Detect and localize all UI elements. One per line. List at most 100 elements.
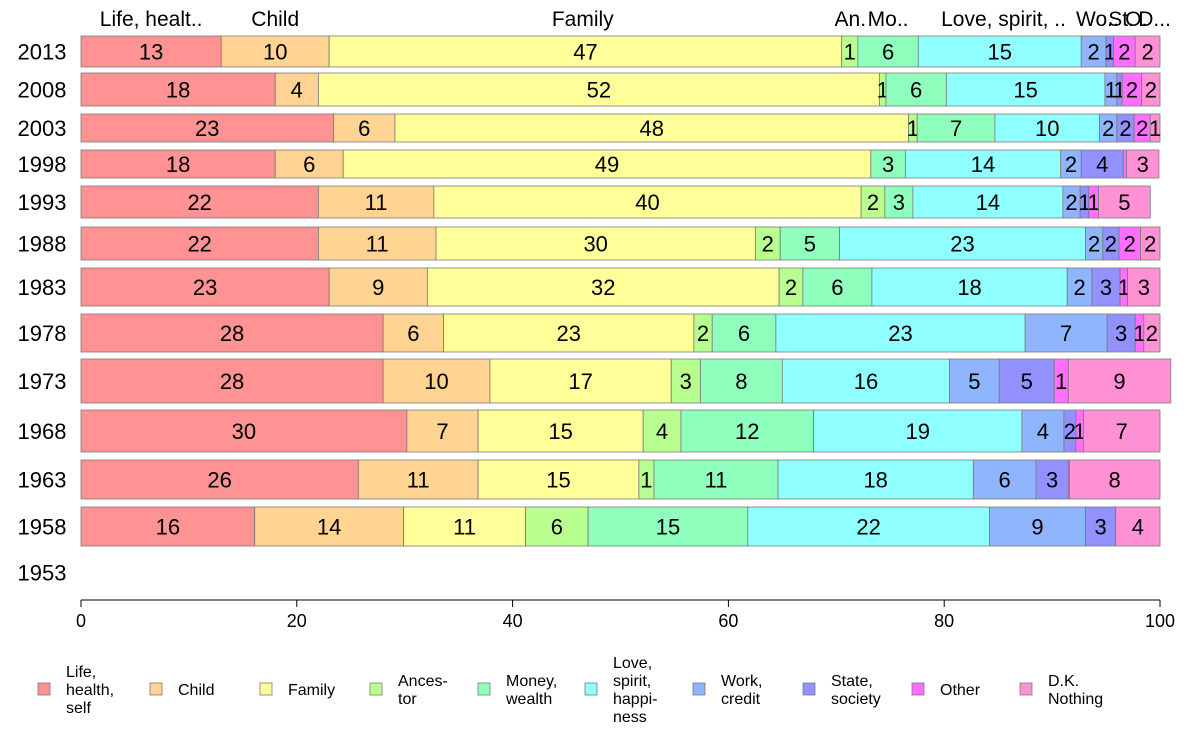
bar-segment bbox=[403, 506, 526, 547]
legend-label: State, bbox=[831, 673, 873, 690]
bar-value-label: 28 bbox=[220, 369, 244, 394]
bar-segment bbox=[394, 113, 909, 143]
bar-segment bbox=[904, 149, 1062, 179]
bar-segment bbox=[333, 113, 396, 143]
x-axis: 0 20 40 60 80 100 bbox=[76, 599, 1175, 631]
bar-value-label: 18 bbox=[957, 275, 981, 300]
bar-value-label: 6 bbox=[303, 152, 315, 177]
x-tick-label: 0 bbox=[76, 611, 86, 631]
bar-value-label: 5 bbox=[804, 232, 816, 257]
bar-segment bbox=[80, 506, 256, 547]
legend-swatch bbox=[911, 682, 925, 696]
bar-value-label: 12 bbox=[735, 419, 759, 444]
bar-value-label: 2 bbox=[1105, 232, 1117, 257]
bar-value-label: 3 bbox=[1138, 275, 1150, 300]
bar-value-label: 52 bbox=[587, 78, 611, 103]
bar-value-label: 1 bbox=[1118, 275, 1130, 300]
x-tick-label: 80 bbox=[934, 611, 954, 631]
legend-label: Other bbox=[940, 682, 981, 699]
bar-value-label: 2 bbox=[1144, 232, 1156, 257]
bar-value-label: 9 bbox=[1031, 515, 1043, 540]
year-label: 1968 bbox=[18, 419, 67, 444]
bar-value-label: 1 bbox=[1073, 419, 1085, 444]
bar-value-label: 1 bbox=[844, 40, 856, 65]
bar-value-label: 19 bbox=[906, 419, 930, 444]
top-category-label: O. bbox=[1125, 8, 1147, 31]
bar-segment bbox=[1080, 35, 1107, 68]
bar-segment bbox=[1149, 113, 1161, 143]
bar-value-label: 11 bbox=[366, 232, 389, 257]
legend-label: wealth bbox=[505, 691, 552, 708]
bar-segment bbox=[916, 113, 996, 143]
year-label: 2003 bbox=[18, 116, 67, 141]
year-label: 1983 bbox=[18, 275, 67, 300]
bar-value-label: 6 bbox=[882, 40, 894, 65]
bar-segment bbox=[435, 226, 756, 261]
bar-segment bbox=[80, 267, 330, 307]
bar-value-label: 23 bbox=[193, 275, 217, 300]
bar-segment bbox=[1106, 313, 1136, 353]
bar-segment bbox=[1035, 459, 1069, 500]
bar-value-label: 22 bbox=[187, 190, 211, 215]
bar-segment bbox=[477, 459, 640, 500]
top-category-label: Wo.. bbox=[1076, 8, 1119, 31]
legend-label: Money, bbox=[506, 673, 557, 690]
bar-value-label: 16 bbox=[854, 369, 878, 394]
bar-value-label: 10 bbox=[424, 369, 448, 394]
year-label: 2013 bbox=[18, 40, 67, 65]
x-tick-label: 20 bbox=[287, 611, 307, 631]
bar-segment bbox=[1141, 72, 1161, 107]
x-tick-label: 60 bbox=[718, 611, 738, 631]
bar-value-label: 2 bbox=[1141, 40, 1153, 65]
bar-segment bbox=[443, 313, 695, 353]
bar-value-label: 14 bbox=[971, 152, 995, 177]
bar-value-label: 49 bbox=[595, 152, 619, 177]
bar-segment bbox=[1127, 267, 1161, 307]
year-label: 1988 bbox=[18, 232, 67, 257]
bar-value-label: 22 bbox=[187, 232, 211, 257]
bar-value-label: 7 bbox=[950, 116, 962, 141]
legend-label: self bbox=[66, 700, 91, 717]
bar-value-label: 23 bbox=[888, 321, 912, 346]
bar-segment bbox=[317, 226, 437, 261]
bar-segment bbox=[1068, 459, 1161, 500]
category-top-labels: Life, healt.. Child Family An. Mo.. Love, spi… bbox=[100, 8, 1171, 31]
bar-segment bbox=[80, 35, 222, 68]
bar-value-label: 23 bbox=[950, 232, 974, 257]
bar-segment bbox=[711, 313, 777, 353]
bar-segment bbox=[699, 358, 783, 404]
top-category-label: Love, spirit, .. bbox=[941, 8, 1066, 31]
bar-value-label: 6 bbox=[551, 515, 563, 540]
bar-value-label: 18 bbox=[166, 78, 190, 103]
legend-swatch bbox=[37, 682, 51, 696]
bar-segment bbox=[1085, 506, 1117, 547]
bar-value-label: 3 bbox=[680, 369, 692, 394]
bar-value-label: 13 bbox=[139, 40, 163, 65]
bar-segment bbox=[80, 113, 334, 143]
bar-segment bbox=[317, 185, 435, 219]
bar-value-label: 3 bbox=[1100, 275, 1112, 300]
x-tick-label: 100 bbox=[1145, 611, 1175, 631]
bar-value-label: 2 bbox=[1065, 190, 1077, 215]
bar-value-label: 3 bbox=[893, 190, 905, 215]
bar-segment bbox=[1098, 185, 1151, 219]
bar-value-label: 6 bbox=[910, 78, 922, 103]
bar-value-label: 1 bbox=[1104, 40, 1116, 65]
bar-segment bbox=[80, 226, 319, 261]
bar-value-label: 47 bbox=[573, 40, 597, 65]
bar-segment bbox=[80, 72, 276, 107]
bar-value-label: 7 bbox=[1116, 419, 1128, 444]
x-tick-label: 40 bbox=[503, 611, 523, 631]
bar-value-label: 8 bbox=[735, 369, 747, 394]
legend-swatch bbox=[369, 682, 383, 696]
top-category-label: An. bbox=[835, 8, 867, 31]
top-category-label: D... bbox=[1138, 8, 1171, 31]
bar-segment bbox=[433, 185, 862, 219]
legend-label: Love, bbox=[613, 655, 652, 672]
year-axis: 2013 2008 2003 1998 1993 1988 1983 1978 1973 1968… bbox=[18, 40, 67, 586]
bar-segment bbox=[972, 459, 1037, 500]
bar-segment bbox=[998, 358, 1055, 404]
year-label: 1993 bbox=[18, 190, 67, 215]
bar-segment bbox=[80, 185, 319, 219]
